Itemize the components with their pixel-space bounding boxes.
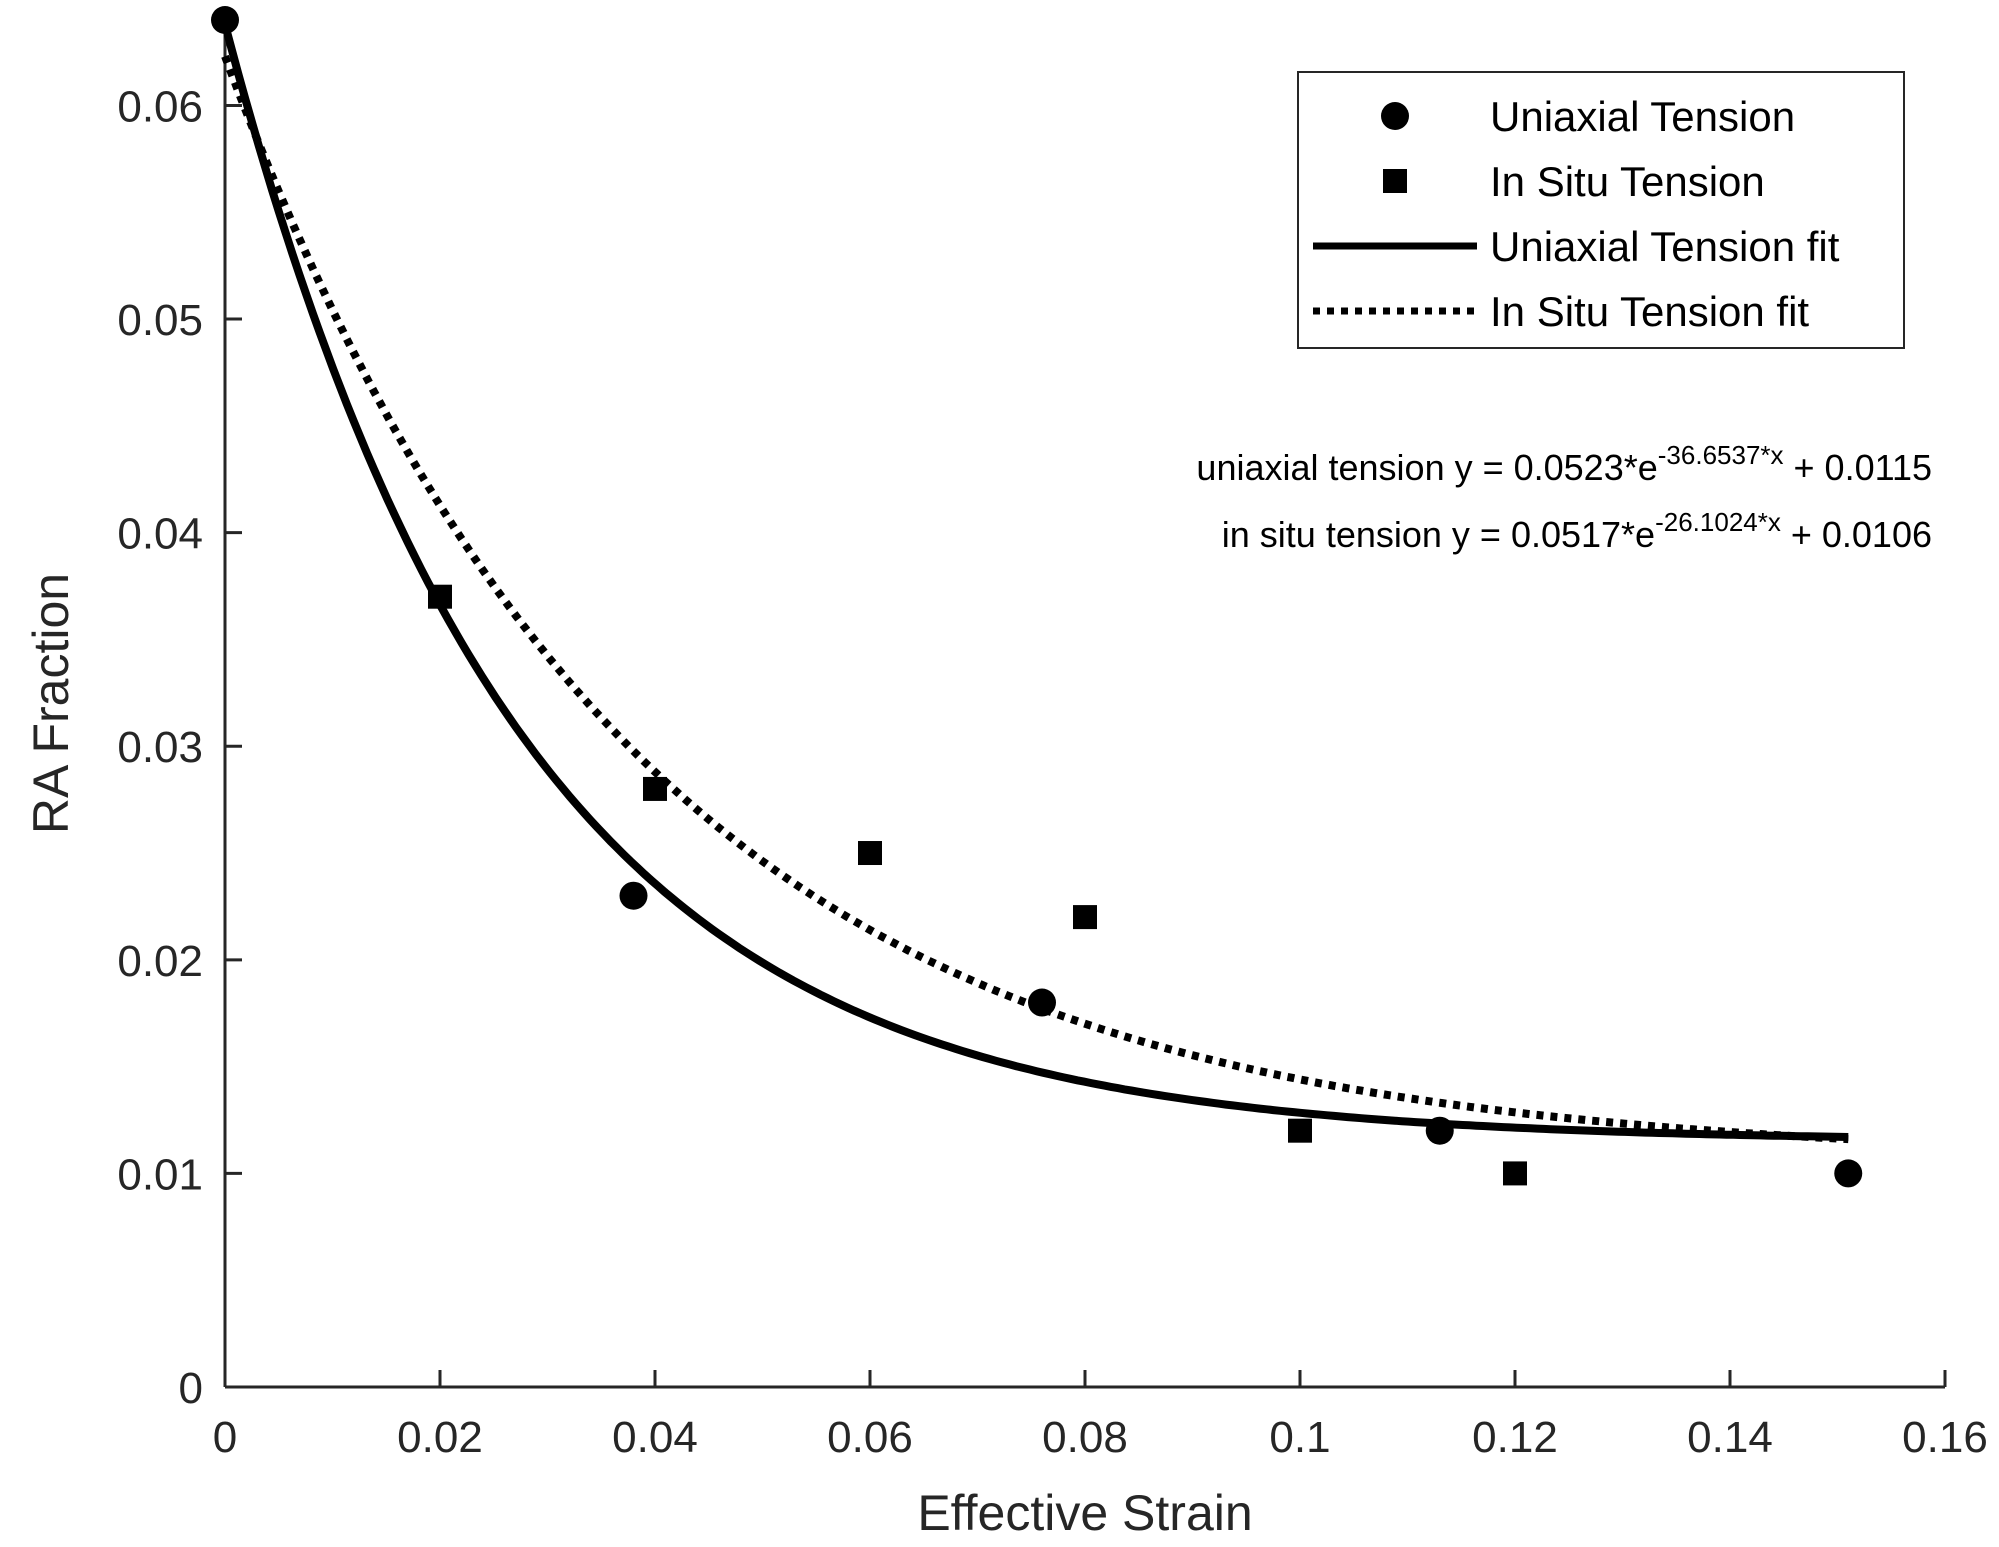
uniaxial-tension-point [1425, 1116, 1454, 1145]
equation-in-situ-exponent: -26.1024*x [1655, 507, 1781, 537]
data-points [211, 6, 1863, 1188]
in-situ-tension-point [1073, 905, 1097, 930]
y-tick-label: 0 [179, 1364, 203, 1413]
ticks: 0 0.02 0.04 0.06 0.08 0.1 0.12 0.14 0.16 0 0.01 0.0… [117, 82, 1987, 1462]
uniaxial-tension-point [1834, 1159, 1863, 1188]
x-tick-label: 0.08 [1042, 1413, 1128, 1462]
legend-label-in-situ-tension: In Situ Tension [1490, 158, 1765, 205]
y-tick-label: 0.06 [117, 82, 203, 131]
equation-in-situ-tension: in situ tension y = 0.0517*e-26.1024*x +… [1222, 507, 1932, 555]
in-situ-tension-point [858, 841, 882, 866]
x-tick-label: 0.14 [1687, 1413, 1773, 1462]
uniaxial-tension-point [1028, 988, 1056, 1017]
in-situ-tension-point [1503, 1161, 1527, 1186]
x-axis-title: Effective Strain [917, 1485, 1252, 1541]
equation-in-situ-prefix: in situ tension y = 0.0517*e [1222, 514, 1655, 555]
legend-label-in-situ-tension-fit: In Situ Tension fit [1490, 288, 1809, 335]
in-situ-tension-point [428, 584, 452, 609]
legend-label-uniaxial-tension: Uniaxial Tension [1490, 93, 1795, 140]
in-situ-tension-point [1288, 1118, 1312, 1143]
uniaxial-tension-point [619, 881, 648, 910]
y-tick-label: 0.05 [117, 296, 203, 345]
equation-uniaxial-tension: uniaxial tension y = 0.0523*e-36.6537*x … [1196, 440, 1932, 488]
x-tick-label: 0.04 [612, 1413, 698, 1462]
x-tick-label: 0.02 [397, 1413, 483, 1462]
y-tick-label: 0.01 [117, 1150, 203, 1199]
equation-uniaxial-prefix: uniaxial tension y = 0.0523*e [1196, 447, 1657, 488]
uniaxial-tension-fit-curve [221, 23, 1849, 1141]
x-tick-label: 0.1 [1269, 1413, 1330, 1462]
y-tick-label: 0.04 [117, 510, 203, 559]
x-tick-label: 0.16 [1902, 1413, 1988, 1462]
x-tick-label: 0 [213, 1413, 237, 1462]
y-axis-title: RA Fraction [23, 573, 79, 834]
legend-marker-in-situ-tension [1383, 169, 1407, 193]
x-tick-label: 0.06 [827, 1413, 913, 1462]
legend: Uniaxial Tension In Situ Tension Uniaxia… [1297, 71, 1905, 349]
legend-marker-uniaxial-tension [1381, 102, 1409, 130]
y-tick-label: 0.02 [117, 937, 203, 986]
y-tick-label: 0.03 [117, 723, 203, 772]
uniaxial-tension-point [211, 6, 239, 34]
x-tick-label: 0.12 [1472, 1413, 1558, 1462]
in-situ-tension-point [643, 776, 667, 801]
equation-in-situ-suffix: + 0.0106 [1781, 514, 1932, 555]
equation-uniaxial-suffix: + 0.0115 [1784, 447, 1932, 488]
legend-label-uniaxial-tension-fit: Uniaxial Tension fit [1490, 223, 1840, 270]
equation-uniaxial-exponent: -36.6537*x [1658, 440, 1784, 470]
